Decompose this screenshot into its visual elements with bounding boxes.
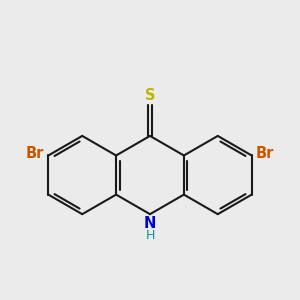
Text: Br: Br [256, 146, 274, 161]
Text: N: N [144, 216, 156, 231]
Text: H: H [145, 229, 155, 242]
Text: S: S [145, 88, 155, 103]
Text: Br: Br [26, 146, 44, 161]
